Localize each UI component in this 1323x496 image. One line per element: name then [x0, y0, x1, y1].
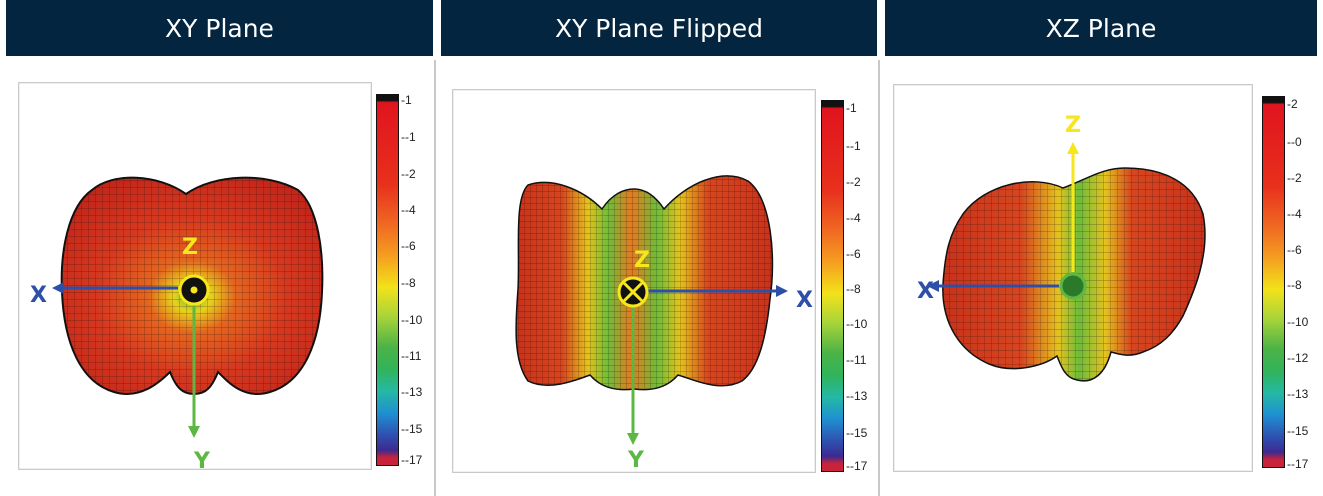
scale-tick: --12: [1287, 351, 1309, 365]
scale-tick: --13: [846, 389, 868, 403]
scale-tick: -1: [846, 101, 857, 115]
scale-tick: --8: [401, 276, 416, 290]
scale-tick: --2: [846, 175, 861, 189]
color-scale-bar: [1262, 96, 1285, 468]
scale-tick: --17: [846, 459, 868, 473]
panel-title: XY Plane Flipped: [441, 0, 877, 56]
scale-tick: --1: [401, 130, 416, 144]
radiation-pattern-xy-flipped: X Y Z: [515, 175, 813, 473]
scale-tick: --6: [401, 239, 416, 253]
scale-tick: --13: [1287, 387, 1309, 401]
x-axis-label: X: [796, 288, 813, 313]
panel-title: XZ Plane: [885, 0, 1317, 56]
scale-tick: --4: [401, 203, 416, 217]
color-scale-bar: [821, 100, 844, 472]
color-scale-bar: [376, 94, 399, 466]
radiation-pattern-xy: X Y Z: [30, 176, 324, 474]
z-axis-label: Z: [182, 235, 198, 260]
scale-tick: --0: [1287, 135, 1302, 149]
scale-tick: --2: [1287, 171, 1302, 185]
z-axis-label: Z: [1065, 113, 1081, 138]
scale-tick: --15: [846, 426, 868, 440]
scale-tick: --11: [401, 349, 422, 363]
scale-tick: --17: [1287, 457, 1309, 471]
y-axis-label: Y: [627, 448, 645, 473]
color-scale-ticks: -1 --1 --2 --4 --6 --8 --10 --11 --13 --…: [846, 100, 878, 472]
scale-tick: -2: [1287, 97, 1298, 111]
scale-tick: --10: [1287, 315, 1309, 329]
color-scale-ticks: -2 --0 --2 --4 --6 --8 --10 --12 --13 --…: [1287, 96, 1321, 471]
scale-tick: -1: [401, 93, 412, 107]
panel-title: XY Plane: [6, 0, 433, 56]
scale-tick: --11: [846, 353, 867, 367]
scale-tick: --15: [401, 422, 423, 436]
origin-icon: [1059, 272, 1087, 300]
scale-tick: --6: [1287, 243, 1302, 257]
scale-tick: --10: [401, 313, 423, 327]
scale-tick: --4: [1287, 207, 1302, 221]
scale-tick: --6: [846, 247, 861, 261]
x-axis-label: X: [917, 279, 934, 304]
scale-tick: --13: [401, 385, 423, 399]
scale-tick: --8: [1287, 278, 1302, 292]
y-axis-label: Y: [193, 449, 211, 474]
x-axis-label: X: [30, 283, 47, 308]
scale-tick: --17: [401, 453, 423, 467]
scale-tick: --2: [401, 167, 416, 181]
scale-tick: --1: [846, 139, 861, 153]
color-scale-ticks: -1 --1 --2 --4 --6 --8 --10 --11 --13 --…: [401, 94, 437, 466]
z-axis-label: Z: [634, 248, 650, 273]
scale-tick: --15: [1287, 424, 1309, 438]
scale-tick: --10: [846, 317, 868, 331]
panel-divider: [434, 60, 436, 496]
scale-tick: --4: [846, 211, 861, 225]
scale-tick: --8: [846, 282, 861, 296]
panel-divider: [878, 60, 880, 496]
radiation-pattern-xz: X Z: [917, 113, 1206, 382]
